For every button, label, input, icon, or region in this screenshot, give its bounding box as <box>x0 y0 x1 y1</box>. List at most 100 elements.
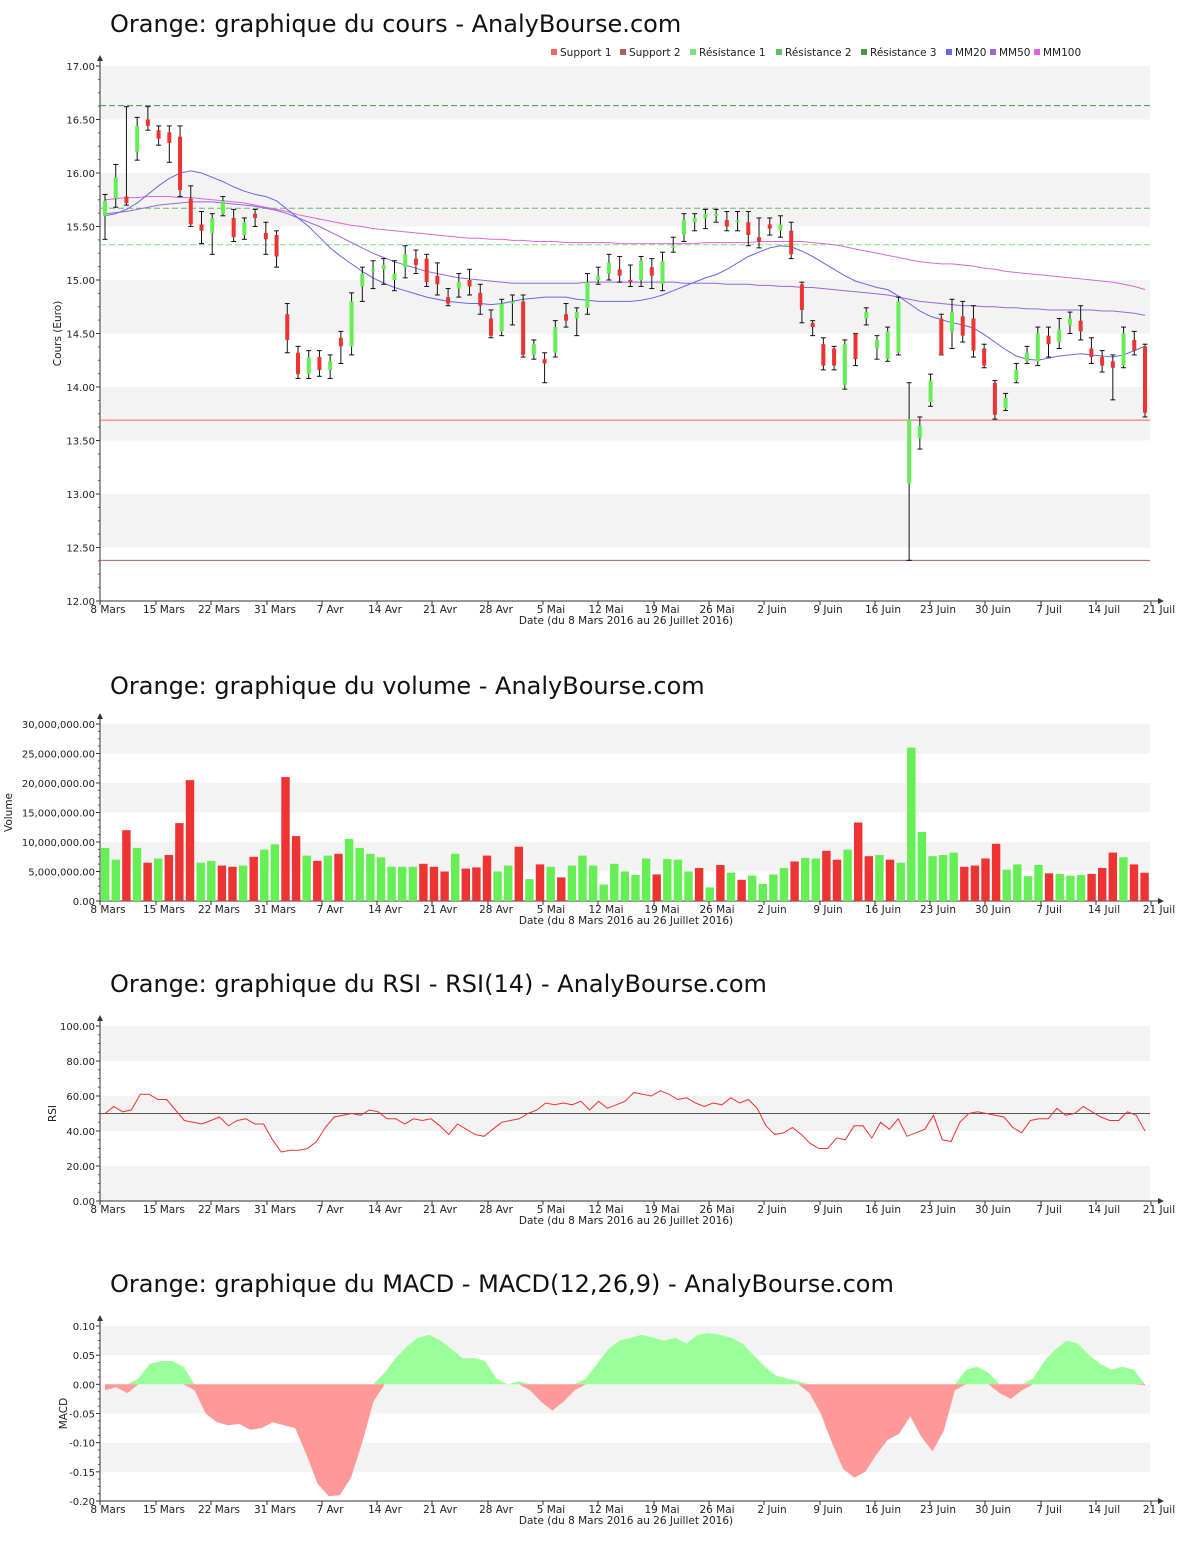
candle-body <box>488 318 493 336</box>
candle-body <box>124 196 129 203</box>
grid-band <box>100 66 1150 120</box>
volume-bar <box>344 839 354 901</box>
candle-body <box>1089 348 1094 358</box>
y-axis-arrow <box>97 1315 103 1321</box>
candle <box>520 294 526 358</box>
x-tick-label: 2 Juin <box>757 1504 786 1516</box>
macd-negative-area <box>105 1384 1145 1497</box>
rsi-line <box>104 1090 1146 1153</box>
y-tick-label: 13.00 <box>66 490 95 501</box>
candle-body <box>928 380 933 402</box>
rsi-chart-panel: Orange: graphique du RSI - RSI(14) - Ana… <box>0 940 1200 1240</box>
candle <box>188 185 194 227</box>
candle-body <box>1110 361 1115 368</box>
volume-bar <box>376 857 386 901</box>
volume-bar <box>291 836 301 901</box>
x-tick-label: 2 Juin <box>757 604 786 616</box>
x-tick-label: 7 Juil <box>1036 604 1062 616</box>
volume-bar <box>461 868 470 901</box>
x-tick-label: 5 Mai <box>537 1504 565 1516</box>
y-tick-label: 20.00 <box>66 1162 95 1173</box>
candle-body <box>757 237 762 242</box>
candle <box>692 213 698 232</box>
candle <box>209 213 215 255</box>
candle-body <box>982 348 987 366</box>
x-tick-label: 23 Juin <box>920 604 956 616</box>
candle <box>702 208 708 230</box>
candle <box>263 221 269 255</box>
candle <box>456 273 462 298</box>
candle <box>552 320 558 358</box>
candle <box>756 217 762 249</box>
volume-bar <box>991 843 1001 901</box>
volume-bar <box>1002 869 1011 901</box>
candle <box>327 354 333 379</box>
candle <box>670 236 676 253</box>
volume-bar <box>1023 876 1033 901</box>
candle-body <box>681 220 686 236</box>
candle <box>231 208 237 242</box>
candle <box>1024 345 1030 364</box>
candle <box>906 382 912 561</box>
candle <box>434 262 440 296</box>
x-tick-label: 8 Mars <box>90 1504 125 1516</box>
candle <box>1003 392 1009 412</box>
grid-band <box>100 226 1150 280</box>
x-tick-label: 12 Mai <box>588 1504 623 1516</box>
volume-bar <box>143 862 152 901</box>
candle-body <box>210 217 215 233</box>
y-axis-title: RSI <box>47 1105 59 1122</box>
volume-bar <box>408 866 417 901</box>
x-tick-label: 31 Mars <box>254 1504 296 1516</box>
volume-bar <box>111 859 120 901</box>
candle <box>627 264 633 287</box>
legend-swatch <box>946 49 952 55</box>
y-tick-label: 16.50 <box>66 116 95 127</box>
x-tick-label: 19 Mai <box>644 604 679 616</box>
candle-body <box>446 297 451 304</box>
candle-body <box>113 177 118 199</box>
y-tick-label: 15,000,000.00 <box>22 809 95 820</box>
candle <box>649 258 655 290</box>
volume-bar <box>429 866 439 901</box>
x-tick-label: 19 Mai <box>644 904 679 916</box>
x-tick-label: 22 Mars <box>198 1204 240 1216</box>
volume-bar <box>175 823 184 901</box>
grid-band <box>100 173 1150 227</box>
candle <box>445 288 451 307</box>
y-tick-label: 40.00 <box>66 1127 95 1138</box>
candle-body <box>971 318 976 351</box>
x-tick-label: 21 Juil <box>1143 604 1175 616</box>
volume-bar <box>567 865 577 901</box>
candle <box>638 255 644 287</box>
x-tick-label: 15 Mars <box>143 1204 185 1216</box>
x-tick-label: 8 Mars <box>90 1204 125 1216</box>
candle-body <box>328 361 333 370</box>
candle <box>338 330 344 364</box>
candle <box>842 339 848 390</box>
candle-body <box>1003 397 1008 409</box>
candle <box>928 373 934 407</box>
x-tick-label: 30 Juin <box>975 1204 1011 1216</box>
candle-body <box>413 258 418 266</box>
candle-body <box>853 333 858 360</box>
grid-band <box>100 753 1150 783</box>
volume-bar <box>726 872 736 901</box>
volume-bar <box>620 871 630 901</box>
volume-bar <box>716 865 725 901</box>
candle-body <box>424 258 429 283</box>
grid-band <box>100 1442 1150 1472</box>
legend-swatch <box>1034 49 1040 55</box>
volume-bar <box>832 859 842 901</box>
candle <box>1088 337 1094 364</box>
candle <box>681 213 687 242</box>
volume-bar <box>875 855 884 901</box>
candle-body <box>338 337 343 347</box>
candle <box>563 303 569 328</box>
volume-bar <box>896 862 905 901</box>
candle <box>295 345 301 379</box>
x-tick-label: 19 Mai <box>644 1204 679 1216</box>
x-axis-arrow <box>1158 598 1164 604</box>
candle-body <box>692 217 697 223</box>
candle <box>799 281 805 324</box>
